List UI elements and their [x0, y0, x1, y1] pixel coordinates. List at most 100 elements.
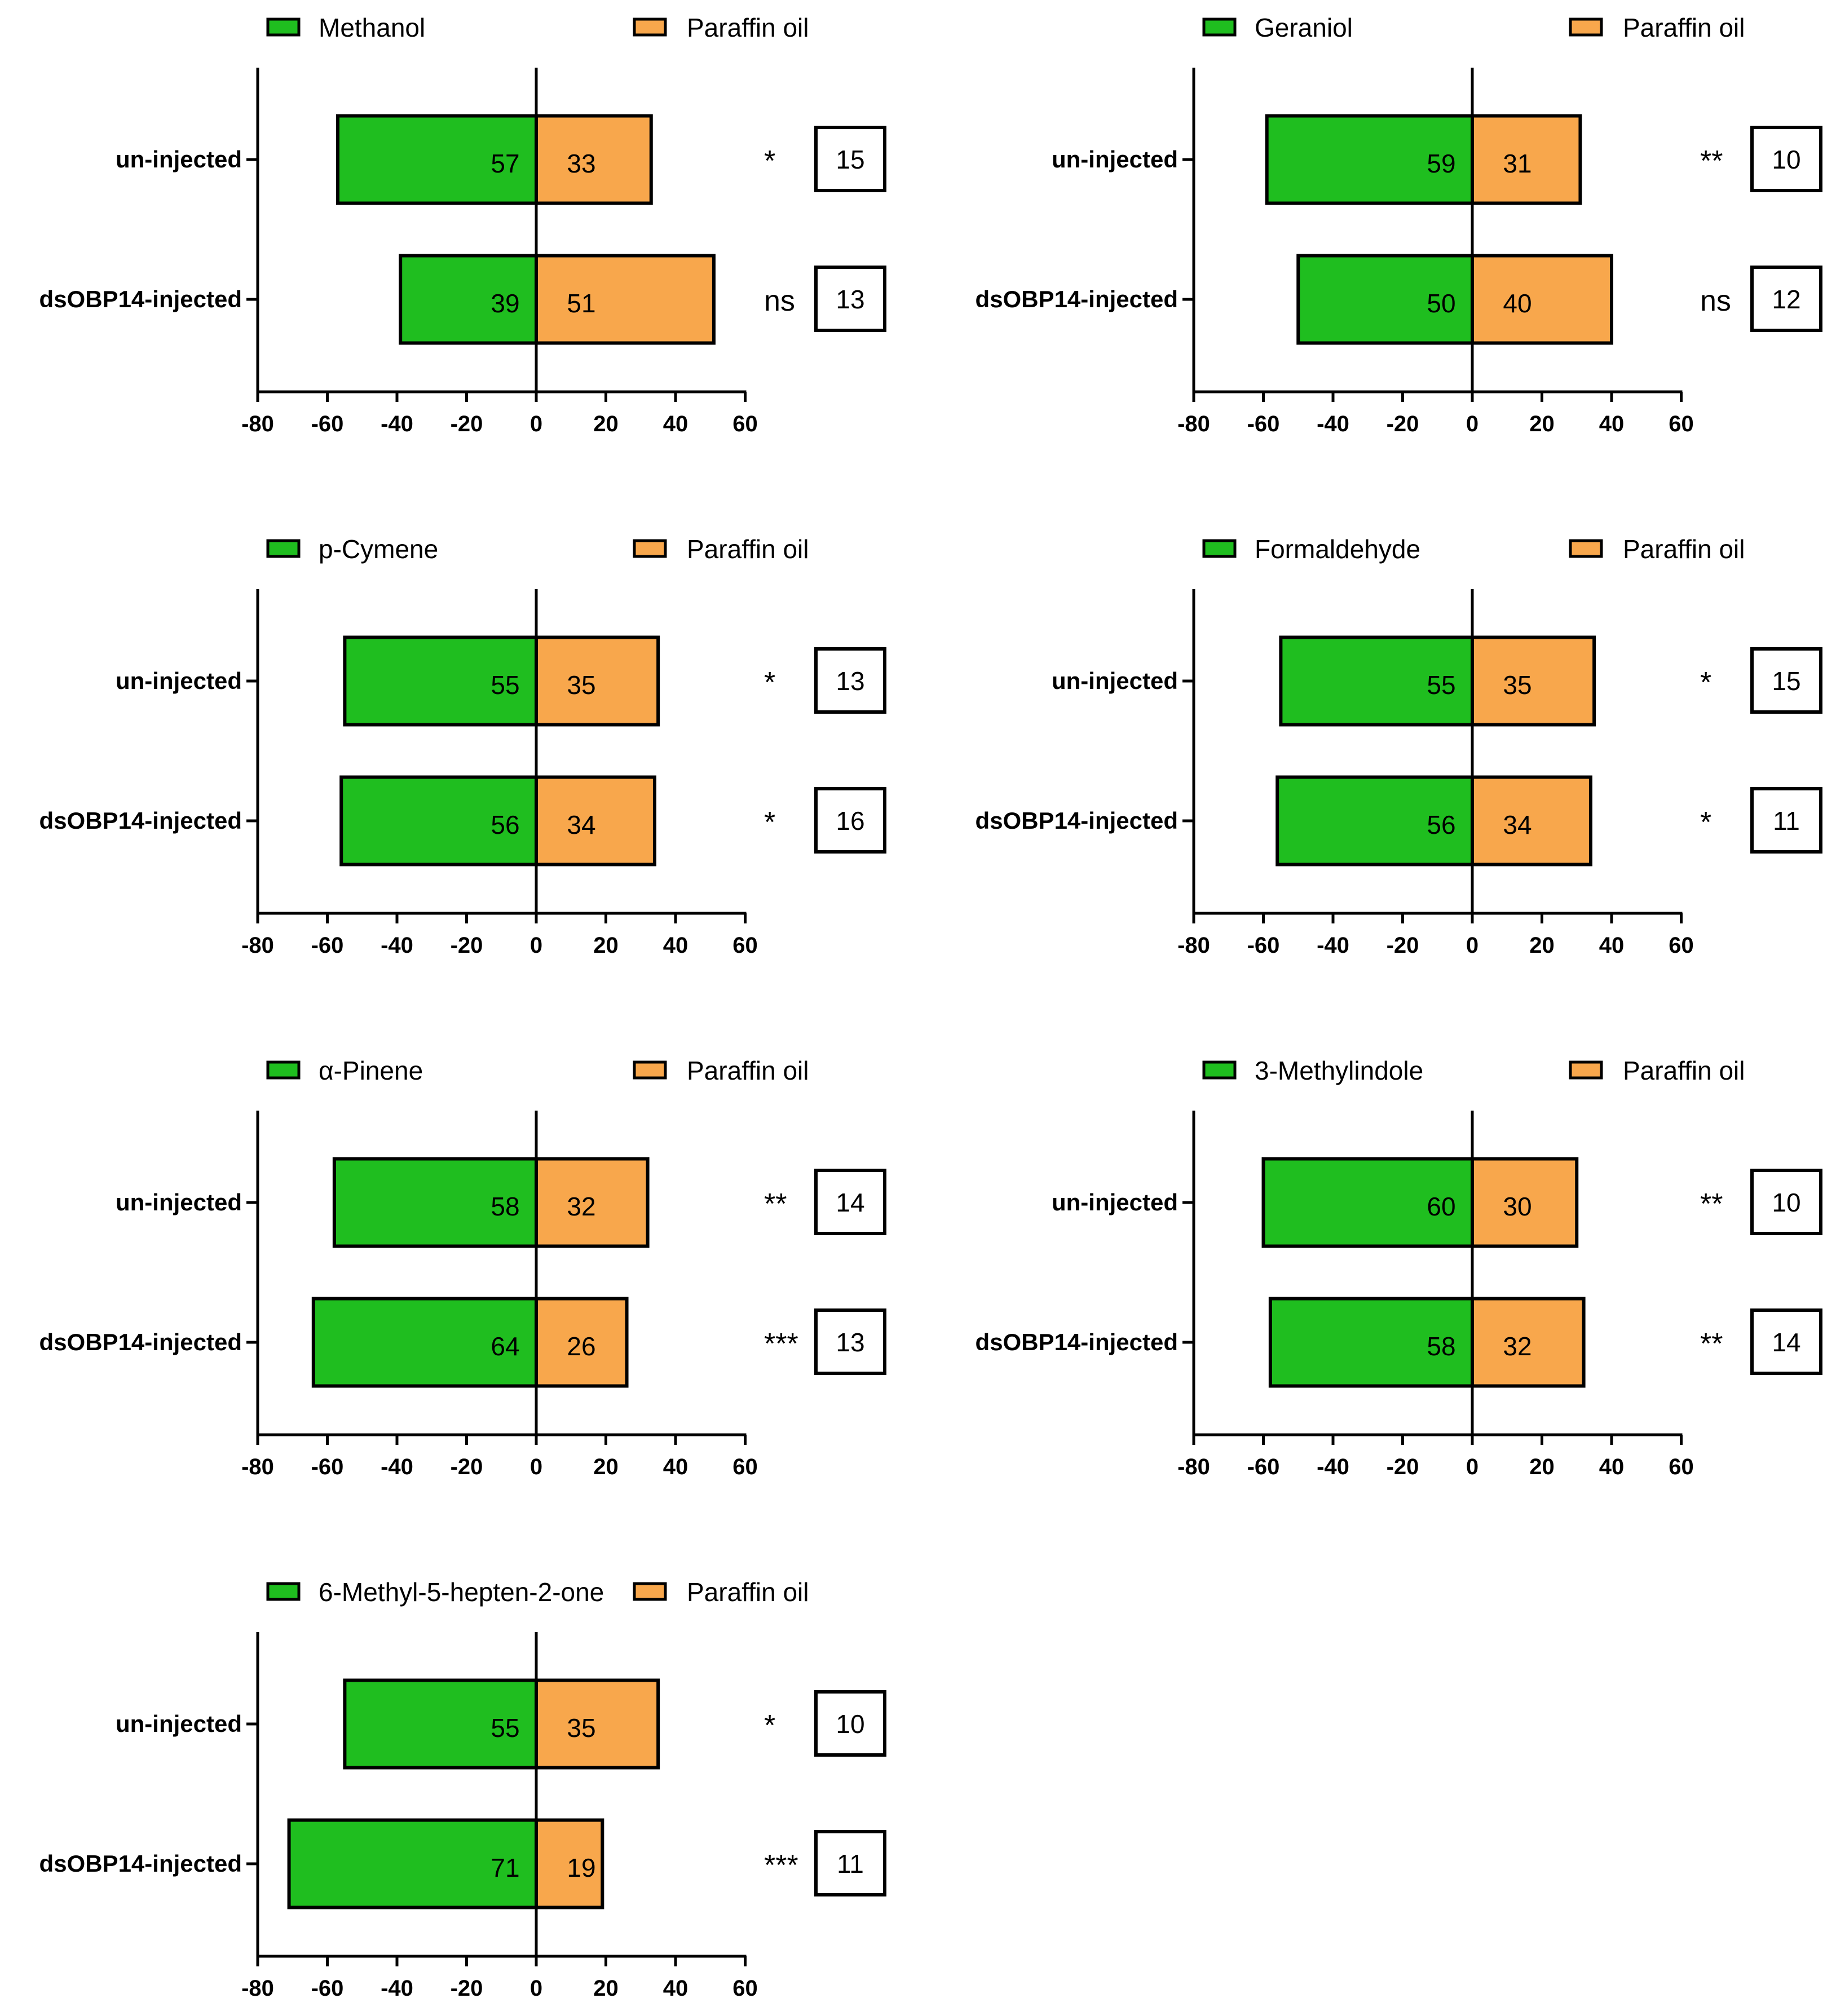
bar-control [535, 1818, 604, 1909]
x-tick-label: 0 [530, 412, 542, 436]
legend-label-control: Paraffin oil [687, 1056, 809, 1085]
bar-control [535, 1157, 650, 1248]
x-tick-label: 0 [530, 933, 542, 958]
n-count-box [814, 1308, 886, 1375]
n-count-box [814, 1830, 886, 1896]
value-label-control: 31 [1503, 149, 1532, 178]
x-tick-label: -40 [381, 1454, 413, 1479]
value-label-treatment: 58 [1427, 1332, 1455, 1361]
n-count-box [814, 647, 886, 714]
category-label: un-injected [116, 146, 242, 173]
value-label-control: 26 [567, 1332, 595, 1361]
legend-label-treatment: 6-Methyl-5-hepten-2-one [319, 1577, 604, 1607]
category-label: un-injected [1052, 667, 1178, 694]
x-tick-label: -60 [311, 1454, 344, 1479]
x-tick-label: 60 [1669, 412, 1694, 436]
value-label-treatment: 55 [491, 670, 519, 700]
bar-treatment [1268, 1297, 1474, 1388]
x-tick-label: -80 [241, 933, 274, 958]
value-label-treatment: 58 [491, 1192, 519, 1221]
value-label-control: 32 [1503, 1332, 1532, 1361]
value-label-control: 19 [567, 1853, 595, 1882]
value-label-treatment: 57 [491, 149, 519, 178]
x-tick-label: -80 [241, 1454, 274, 1479]
x-tick-label: 20 [1529, 933, 1555, 958]
x-tick-label: 40 [1599, 933, 1625, 958]
x-tick-label: -60 [1247, 933, 1280, 958]
x-tick-label: 20 [593, 1976, 619, 2001]
significance-label: * [1700, 806, 1711, 839]
x-tick-label: -80 [1177, 1454, 1210, 1479]
x-tick-label: 0 [1466, 1454, 1478, 1479]
bar-control [535, 254, 716, 345]
category-label: dsOBP14-injected [976, 286, 1178, 312]
x-tick-label: -40 [381, 933, 413, 958]
category-label: un-injected [1052, 146, 1178, 173]
significance-label: * [764, 666, 775, 699]
n-count-label: 15 [1772, 666, 1800, 696]
x-tick-label: -40 [381, 1976, 413, 2001]
chart-panel: α-Pinene Paraffin oil -80 -60 -40 -20 0 20 40 60 u… [39, 1056, 886, 1479]
legend-label-treatment: α-Pinene [319, 1056, 423, 1085]
value-label-treatment: 60 [1427, 1192, 1455, 1221]
x-tick-label: -60 [311, 412, 344, 436]
x-tick-label: -60 [1247, 412, 1280, 436]
x-tick-label: 40 [1599, 412, 1625, 436]
n-count-label: 10 [1772, 145, 1800, 174]
x-tick-label: 60 [732, 1976, 758, 2001]
category-label: dsOBP14-injected [39, 807, 242, 834]
x-tick-label: 40 [663, 1976, 688, 2001]
n-count-box [1750, 787, 1822, 854]
x-tick-label: 0 [530, 1976, 542, 2001]
n-count-box [814, 1169, 886, 1235]
x-tick-label: -40 [1317, 933, 1349, 958]
legend-swatch-control [633, 17, 667, 37]
x-tick-label: -80 [241, 412, 274, 436]
n-count-box [1750, 1308, 1822, 1375]
value-label-control: 35 [567, 1713, 595, 1743]
value-label-treatment: 71 [491, 1853, 519, 1882]
chart-panel: p-Cymene Paraffin oil -80 -60 -40 -20 0 20 40 60 u… [39, 534, 886, 958]
n-count-label: 13 [836, 666, 864, 696]
n-count-box [814, 1690, 886, 1757]
significance-label: ns [764, 285, 795, 317]
x-tick-label: -20 [451, 412, 483, 436]
significance-label: *** [764, 1328, 798, 1360]
chart-panel: Formaldehyde Paraffin oil -80 -60 -40 -20 0 20 4… [976, 534, 1822, 958]
value-label-control: 51 [567, 289, 595, 318]
n-count-label: 12 [1772, 285, 1800, 314]
legend-swatch-control [633, 1060, 667, 1080]
n-count-box [814, 266, 886, 332]
n-count-box [1750, 647, 1822, 714]
significance-label: *** [764, 1849, 798, 1882]
legend-swatch-control [633, 539, 667, 558]
x-tick-label: -60 [311, 933, 344, 958]
x-tick-label: 40 [1599, 1454, 1625, 1479]
value-label-treatment: 56 [491, 810, 519, 839]
significance-label: * [764, 1709, 775, 1742]
x-tick-label: -60 [1247, 1454, 1280, 1479]
bar-control [535, 1297, 629, 1388]
value-label-treatment: 50 [1427, 289, 1455, 318]
value-label-treatment: 56 [1427, 810, 1455, 839]
legend-swatch-treatment [1202, 539, 1237, 558]
value-label-control: 34 [1503, 810, 1532, 839]
bar-control [535, 635, 660, 727]
n-count-box [1750, 266, 1822, 332]
legend-label-treatment: p-Cymene [319, 534, 438, 564]
category-label: dsOBP14-injected [39, 286, 242, 312]
category-label: un-injected [116, 667, 242, 694]
bar-treatment [1261, 1157, 1474, 1248]
chart-panel: 6-Methyl-5-hepten-2-one Paraffin oil -80 -6… [39, 1577, 886, 2001]
value-label-control: 32 [567, 1192, 595, 1221]
x-tick-label: -40 [1317, 412, 1349, 436]
x-tick-label: 60 [732, 412, 758, 436]
category-label: un-injected [116, 1189, 242, 1215]
x-tick-label: 20 [1529, 412, 1555, 436]
x-tick-label: -20 [1387, 1454, 1419, 1479]
n-count-label: 15 [836, 145, 864, 174]
x-tick-label: 0 [1466, 412, 1478, 436]
legend-swatch-treatment [266, 539, 301, 558]
n-count-label: 13 [836, 285, 864, 314]
legend-label-treatment: Geraniol [1255, 13, 1353, 42]
